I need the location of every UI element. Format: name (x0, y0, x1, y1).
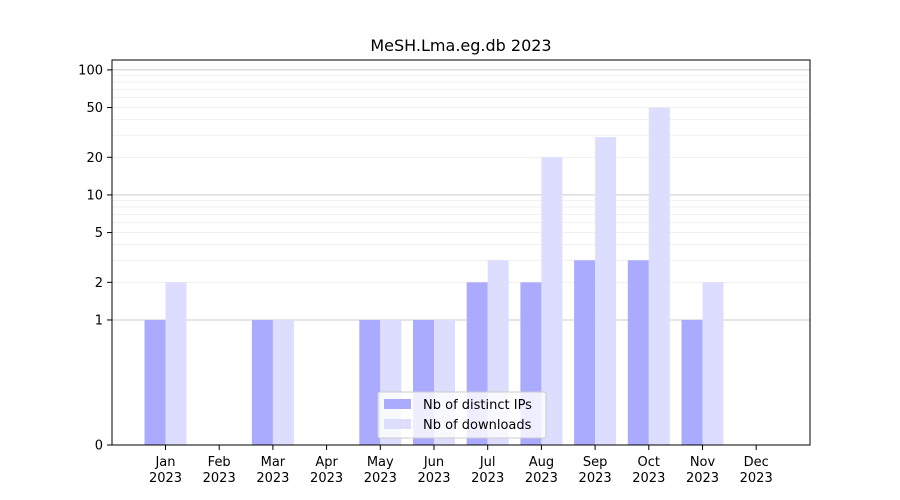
bar-distinct-ips (144, 319, 166, 445)
bar-downloads (595, 137, 617, 445)
legend-label-downloads: Nb of downloads (423, 418, 532, 433)
legend-swatch-downloads (384, 419, 411, 429)
y-tick-label: 50 (86, 101, 103, 116)
y-tick-label: 5 (95, 226, 103, 241)
y-tick-label: 20 (86, 151, 103, 166)
x-tick-label-month: Apr (315, 455, 338, 470)
x-tick-label-month: Sep (583, 455, 608, 470)
y-axis: 0 1 2 5 10 20 50 100 (78, 63, 112, 454)
bar-distinct-ips (574, 260, 596, 445)
bar-distinct-ips (251, 319, 273, 445)
x-tick-label-year: 2023 (149, 471, 182, 486)
y-tick-label: 0 (95, 439, 103, 454)
y-tick-label: 10 (86, 188, 103, 203)
x-tick-label-year: 2023 (203, 471, 236, 486)
legend-label-ips: Nb of distinct IPs (423, 398, 532, 413)
legend-swatch-ips (384, 399, 411, 409)
x-tick-label-month: Aug (529, 455, 554, 470)
y-tick-label: 2 (95, 276, 103, 291)
x-axis: Jan2023Feb2023Mar2023Apr2023May2023Jun20… (149, 445, 773, 486)
chart-title: MeSH.Lma.eg.db 2023 (370, 36, 551, 55)
x-tick-label-month: May (367, 455, 394, 470)
bar-downloads (702, 282, 724, 445)
legend-box (377, 391, 547, 439)
x-tick-label-month: Mar (261, 455, 286, 470)
bar-downloads (648, 107, 670, 446)
x-tick-label-year: 2023 (525, 471, 558, 486)
bar-distinct-ips (627, 260, 649, 445)
x-tick-label-month: Feb (208, 455, 231, 470)
bar-downloads (165, 282, 187, 445)
x-tick-label-year: 2023 (256, 471, 289, 486)
x-tick-label-month: Oct (638, 455, 660, 470)
bar-distinct-ips (359, 319, 381, 445)
x-tick-label-year: 2023 (364, 471, 397, 486)
x-tick-label-year: 2023 (471, 471, 504, 486)
x-tick-label-year: 2023 (686, 471, 719, 486)
bar-downloads (272, 319, 294, 445)
x-tick-label-year: 2023 (740, 471, 773, 486)
x-tick-label-year: 2023 (417, 471, 450, 486)
x-tick-label-year: 2023 (579, 471, 612, 486)
x-tick-label-month: Dec (744, 455, 769, 470)
x-tick-label-month: Jan (154, 455, 175, 470)
y-tick-label: 100 (78, 63, 103, 78)
x-tick-label-month: Jun (423, 455, 444, 470)
y-tick-label: 1 (95, 313, 103, 328)
bar-downloads (541, 157, 563, 445)
x-tick-label-year: 2023 (632, 471, 665, 486)
grid (112, 69, 810, 321)
plot-frame (111, 59, 811, 446)
x-tick-label-year: 2023 (310, 471, 343, 486)
x-tick-label-month: Jul (479, 455, 496, 470)
bar-distinct-ips (681, 319, 703, 445)
x-tick-label-month: Nov (690, 455, 716, 470)
legend: Nb of distinct IPs Nb of downloads (377, 391, 547, 439)
